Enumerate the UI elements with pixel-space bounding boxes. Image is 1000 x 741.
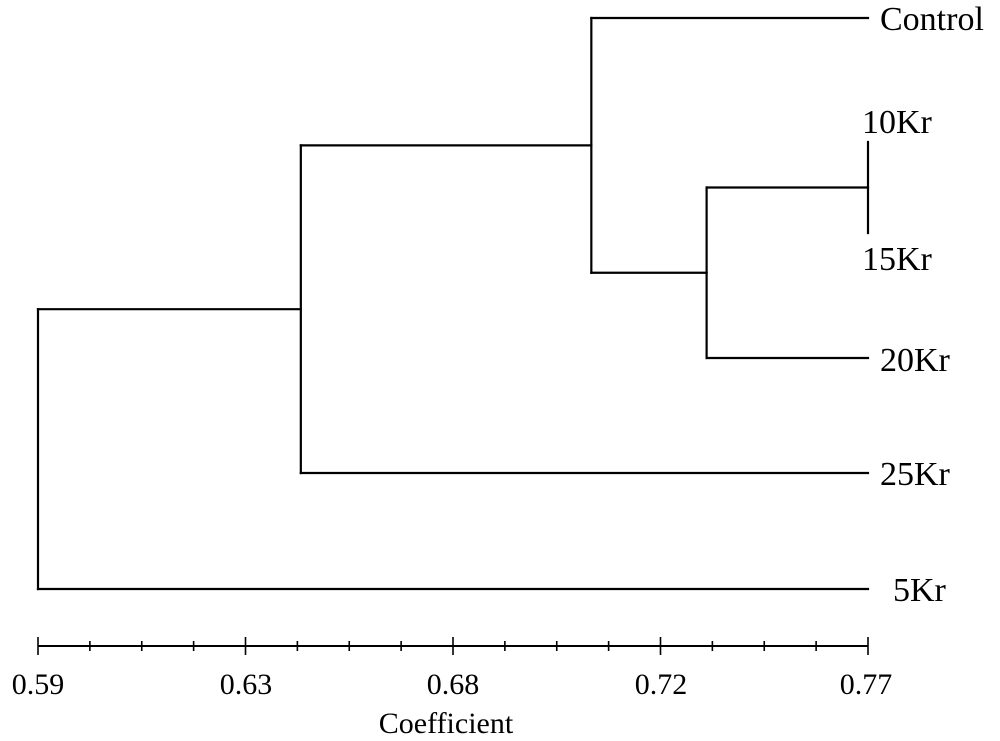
coefficient-axis: 0.59 0.63 0.68 0.72 0.77 Coefficient <box>12 637 893 740</box>
leaf-labels: Control 10Kr 15Kr 20Kr 25Kr 5Kr <box>862 1 984 609</box>
branches <box>36 16 870 591</box>
tick-label-1: 0.63 <box>220 668 273 701</box>
leaf-label-25kr: 25Kr <box>880 456 951 493</box>
leaf-label-5kr: 5Kr <box>893 572 947 609</box>
tick-label-2: 0.68 <box>427 668 480 701</box>
tick-label-4: 0.77 <box>840 668 893 701</box>
axis-title: Coefficient <box>379 707 514 740</box>
axis-ticks <box>37 637 869 655</box>
tick-label-0: 0.59 <box>12 668 65 701</box>
leaf-label-20kr: 20Kr <box>880 342 951 379</box>
leaf-label-10kr: 10Kr <box>862 104 933 141</box>
tick-label-3: 0.72 <box>635 668 688 701</box>
leaf-label-15kr: 15Kr <box>862 241 933 278</box>
leaf-label-control: Control <box>880 1 984 38</box>
